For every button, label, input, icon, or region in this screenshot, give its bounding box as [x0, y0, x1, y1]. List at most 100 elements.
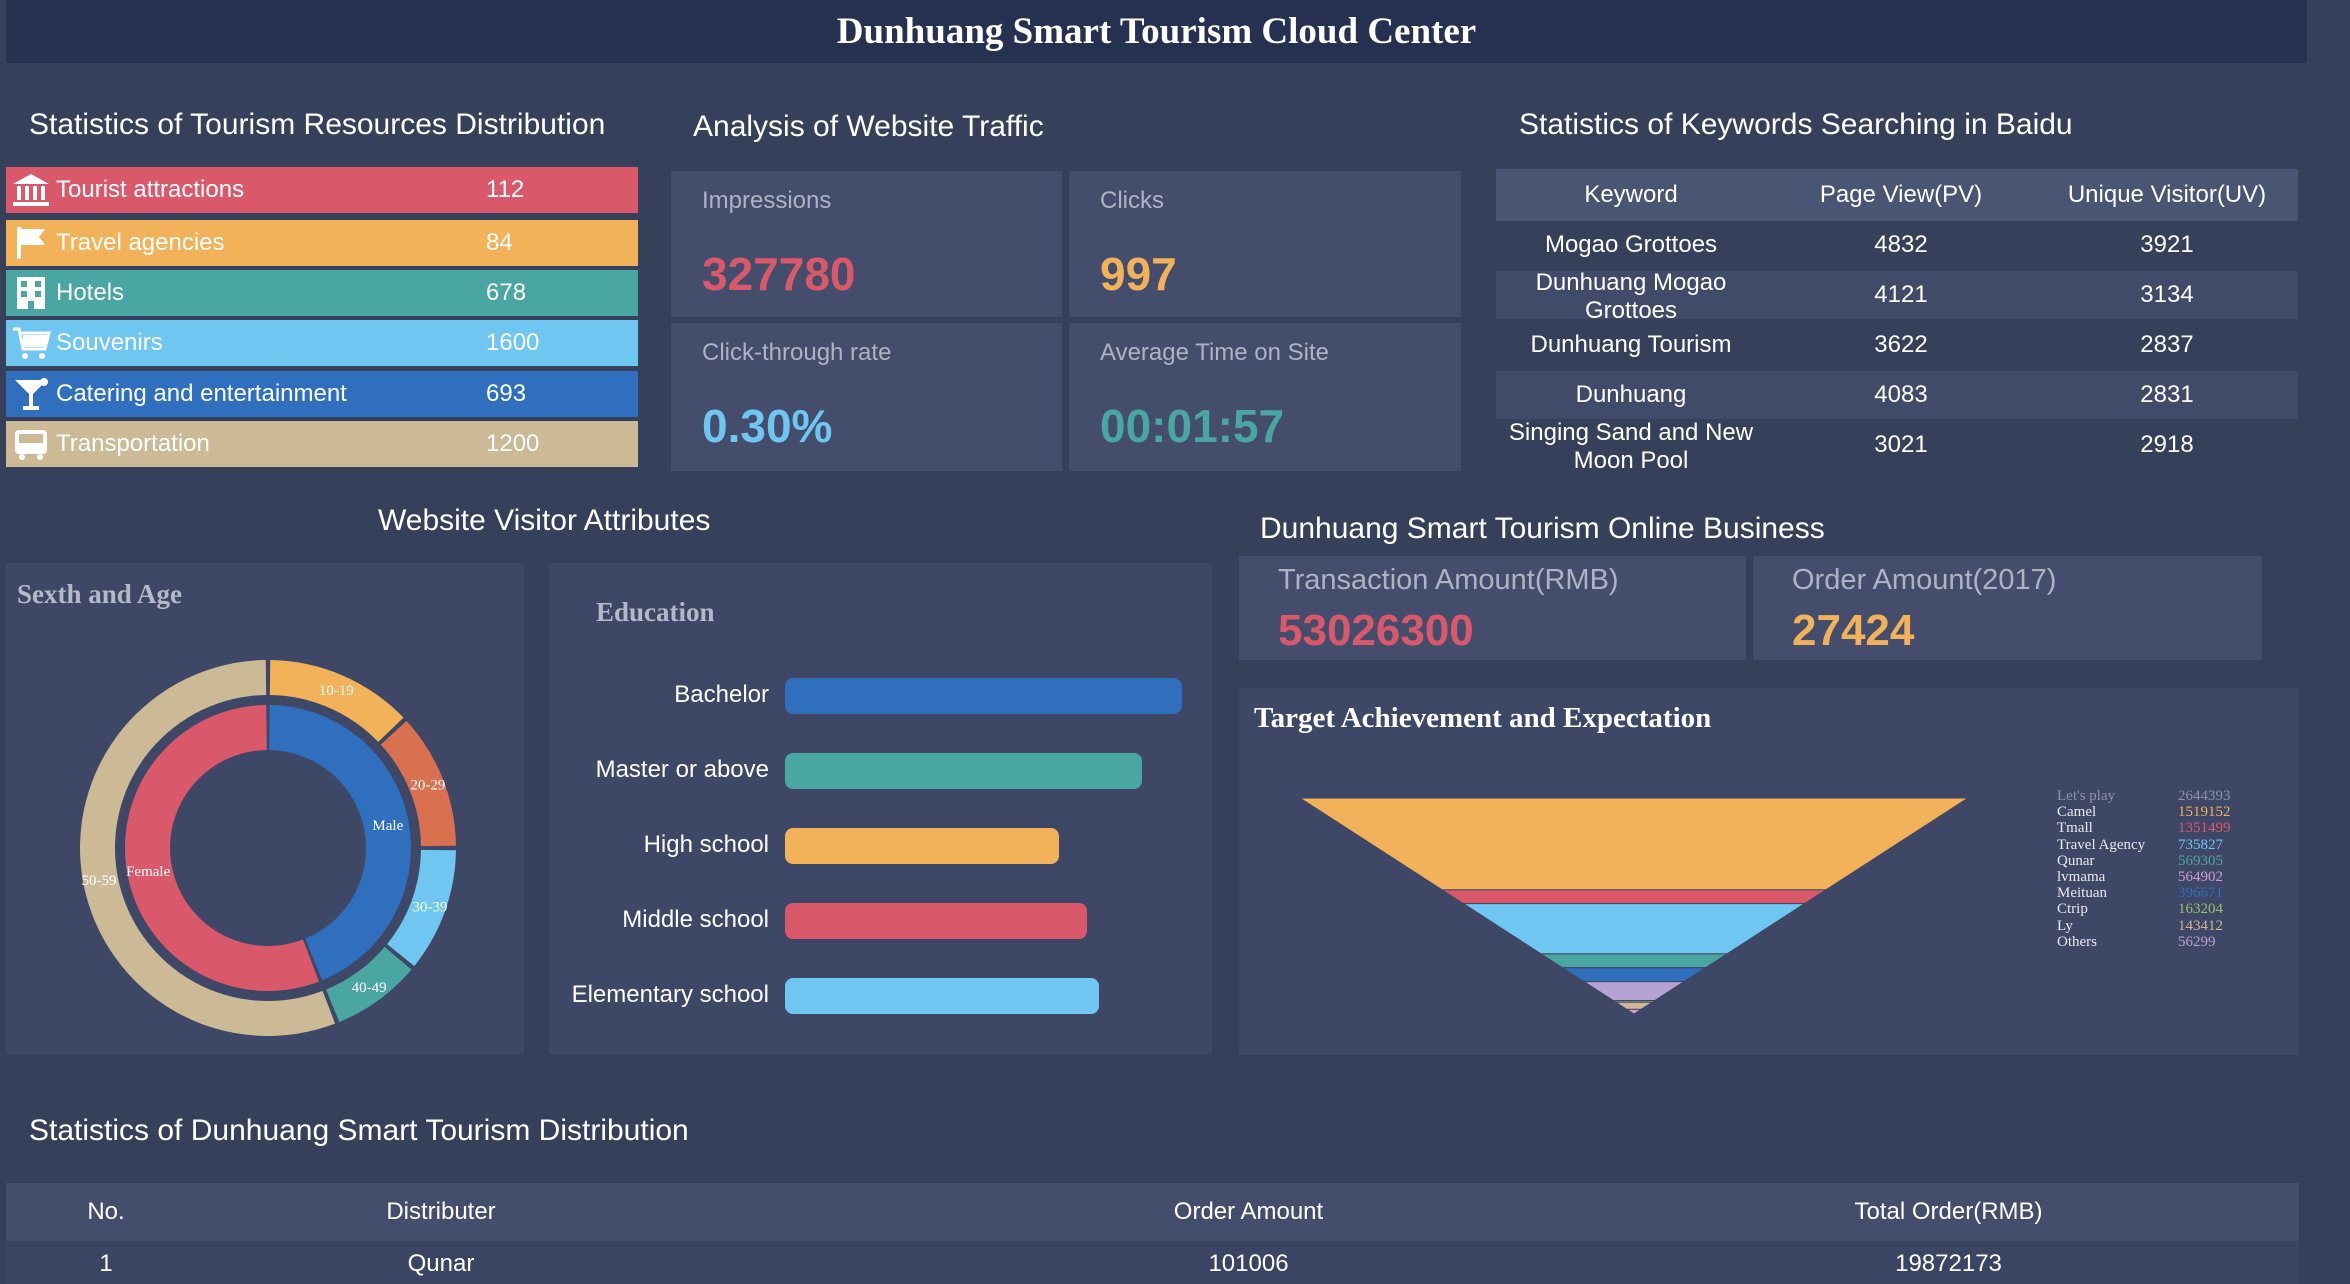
age-label: 50-59 — [82, 873, 117, 889]
ctr-value: 0.30% — [702, 400, 833, 452]
funnel-stage[interactable] — [1582, 981, 1686, 1002]
keywords-header-keyword: Keyword — [1584, 181, 1678, 208]
uv-cell: 3921 — [2140, 231, 2194, 258]
page-title: Dunhuang Smart Tourism Cloud Center — [836, 11, 1477, 52]
keyword-cell: Dunhuang Tourism — [1530, 331, 1732, 358]
age-slice-20-29[interactable] — [380, 720, 456, 847]
education-label: Elementary school — [571, 981, 769, 1008]
dist-cell-distributer: Qunar — [407, 1250, 475, 1277]
uv-cell: 3134 — [2140, 281, 2194, 308]
resource-row[interactable]: Hotels 678 — [6, 270, 638, 316]
education-bar[interactable] — [785, 828, 1059, 864]
funnel-legend-label: Tmall — [2057, 820, 2093, 837]
avg-time-card: Average Time on Site 00:01:57 — [1069, 323, 1461, 471]
funnel-legend-value: 143412 — [2178, 917, 2223, 934]
resource-row[interactable]: Souvenirs 1600 — [6, 320, 638, 366]
impressions-card: Impressions 327780 — [671, 171, 1062, 317]
funnel-stage[interactable] — [1539, 953, 1729, 968]
education-bar[interactable] — [785, 753, 1142, 789]
table-row[interactable]: Singing Sand and New Moon Pool 3021 2918 — [1496, 419, 2298, 471]
museum-icon — [6, 167, 56, 213]
age-label: 20-29 — [410, 778, 445, 794]
dist-header-distributer: Distributer — [386, 1198, 496, 1225]
age-slice-10-19[interactable] — [269, 660, 404, 742]
avg-time-label: Average Time on Site — [1100, 339, 1330, 366]
funnel-stage[interactable] — [1625, 1008, 1643, 1015]
clicks-card: Clicks 997 — [1069, 171, 1461, 317]
transaction-card: Transaction Amount(RMB) 53026300 — [1239, 556, 1746, 660]
resource-row[interactable]: Tourist attractions 112 — [6, 167, 638, 213]
transaction-label: Transaction Amount(RMB) — [1278, 564, 1619, 596]
dist-cell-no: 1 — [99, 1250, 113, 1277]
age-label: 10-19 — [319, 683, 354, 699]
order-value: 27424 — [1792, 606, 1915, 655]
dist-cell-order-amount: 101006 — [1208, 1250, 1289, 1277]
funnel-stage[interactable] — [1440, 889, 1828, 905]
education-label: Master or above — [595, 756, 769, 783]
sex-age-panel: Sexth and Age 10-19 20-29 30-39 40-49 50-59 M… — [6, 563, 524, 1054]
resource-label: Travel agencies — [56, 229, 225, 256]
dist-cell-total-order: 19872173 — [1895, 1250, 2002, 1277]
funnel-legend-label: Ly — [2057, 917, 2073, 934]
funnel-legend-label: Ctrip — [2057, 901, 2088, 918]
funnel-stage[interactable] — [1560, 967, 1708, 983]
funnel-legend-label: Meituan — [2057, 885, 2107, 902]
funnel-title: Target Achievement and Expectation — [1254, 702, 1712, 734]
table-row[interactable]: 1 Qunar 101006 19872173 — [6, 1241, 2299, 1284]
education-title: Education — [596, 597, 715, 627]
resource-row[interactable]: Catering and entertainment 693 — [6, 371, 638, 417]
title-bar: Dunhuang Smart Tourism Cloud Center — [6, 0, 2307, 63]
keyword-cell: Dunhuang Mogao Grottoes — [1535, 269, 1727, 321]
keywords-header-pv: Page View(PV) — [1819, 181, 1983, 208]
keywords-header-row: Keyword Page View(PV) Unique Visitor(UV) — [1496, 169, 2298, 221]
funnel-legend-label: Qunar — [2057, 852, 2095, 869]
table-row[interactable]: Dunhuang 4083 2831 — [1496, 371, 2298, 419]
business-title: Dunhuang Smart Tourism Online Business — [1260, 512, 1825, 545]
education-bar[interactable] — [785, 678, 1182, 714]
education-label: Middle school — [622, 906, 769, 933]
funnel-stage[interactable] — [1461, 903, 1807, 955]
sex-label: Female — [126, 864, 170, 880]
funnel-stage[interactable] — [1298, 797, 1970, 891]
age-slice-40-49[interactable] — [326, 946, 412, 1022]
clicks-value: 997 — [1100, 248, 1177, 300]
resource-value: 84 — [486, 229, 513, 256]
uv-cell: 2837 — [2140, 331, 2194, 358]
visitor-title: Website Visitor Attributes — [378, 504, 711, 537]
uv-cell: 2918 — [2140, 431, 2194, 458]
order-card: Order Amount(2017) 27424 — [1753, 556, 2262, 660]
ctr-card: Click-through rate 0.30% — [671, 323, 1062, 471]
impressions-label: Impressions — [702, 187, 832, 214]
resource-label: Transportation — [56, 430, 210, 457]
pv-cell: 4083 — [1874, 381, 1928, 408]
cocktail-icon — [6, 371, 56, 417]
sex-age-donut-chart: 10-19 20-29 30-39 40-49 50-59 Male Female — [80, 660, 456, 1036]
flag-icon — [6, 220, 56, 266]
funnel-legend-value: 1519152 — [2178, 804, 2231, 821]
age-slice-50-59[interactable] — [80, 660, 336, 1036]
distribution-header-row: No. Distributer Order Amount Total Order… — [6, 1183, 2299, 1241]
education-bar[interactable] — [785, 978, 1099, 1014]
sex-slice-male[interactable] — [269, 705, 411, 981]
pv-cell: 3622 — [1874, 331, 1928, 358]
table-row[interactable]: Dunhuang Mogao Grottoes 4121 3134 — [1496, 269, 2298, 321]
dist-header-no: No. — [87, 1198, 125, 1225]
table-row[interactable]: Dunhuang Tourism 3622 2837 — [1496, 321, 2298, 369]
transaction-value: 53026300 — [1278, 606, 1474, 655]
funnel-legend-value: 56299 — [2178, 933, 2216, 950]
sex-age-title: Sexth and Age — [17, 579, 183, 609]
education-bar[interactable] — [785, 903, 1087, 939]
funnel-stage[interactable] — [1614, 1001, 1654, 1010]
funnel-legend-value: 396671 — [2178, 885, 2223, 902]
table-row[interactable]: Mogao Grottoes 4832 3921 — [1496, 221, 2298, 269]
pv-cell: 4121 — [1874, 281, 1928, 308]
age-slice-30-39[interactable] — [387, 849, 456, 967]
keyword-cell: Singing Sand and New Moon Pool — [1508, 419, 1754, 471]
resource-row[interactable]: Transportation 1200 — [6, 421, 638, 467]
funnel-legend-label: Travel Agency — [2057, 836, 2146, 853]
resource-row[interactable]: Travel agencies 84 — [6, 220, 638, 266]
traffic-title: Analysis of Website Traffic — [693, 110, 1044, 143]
funnel-legend-value: 163204 — [2178, 901, 2223, 918]
avg-time-value: 00:01:57 — [1100, 400, 1285, 452]
sex-slice-female[interactable] — [124, 705, 320, 991]
